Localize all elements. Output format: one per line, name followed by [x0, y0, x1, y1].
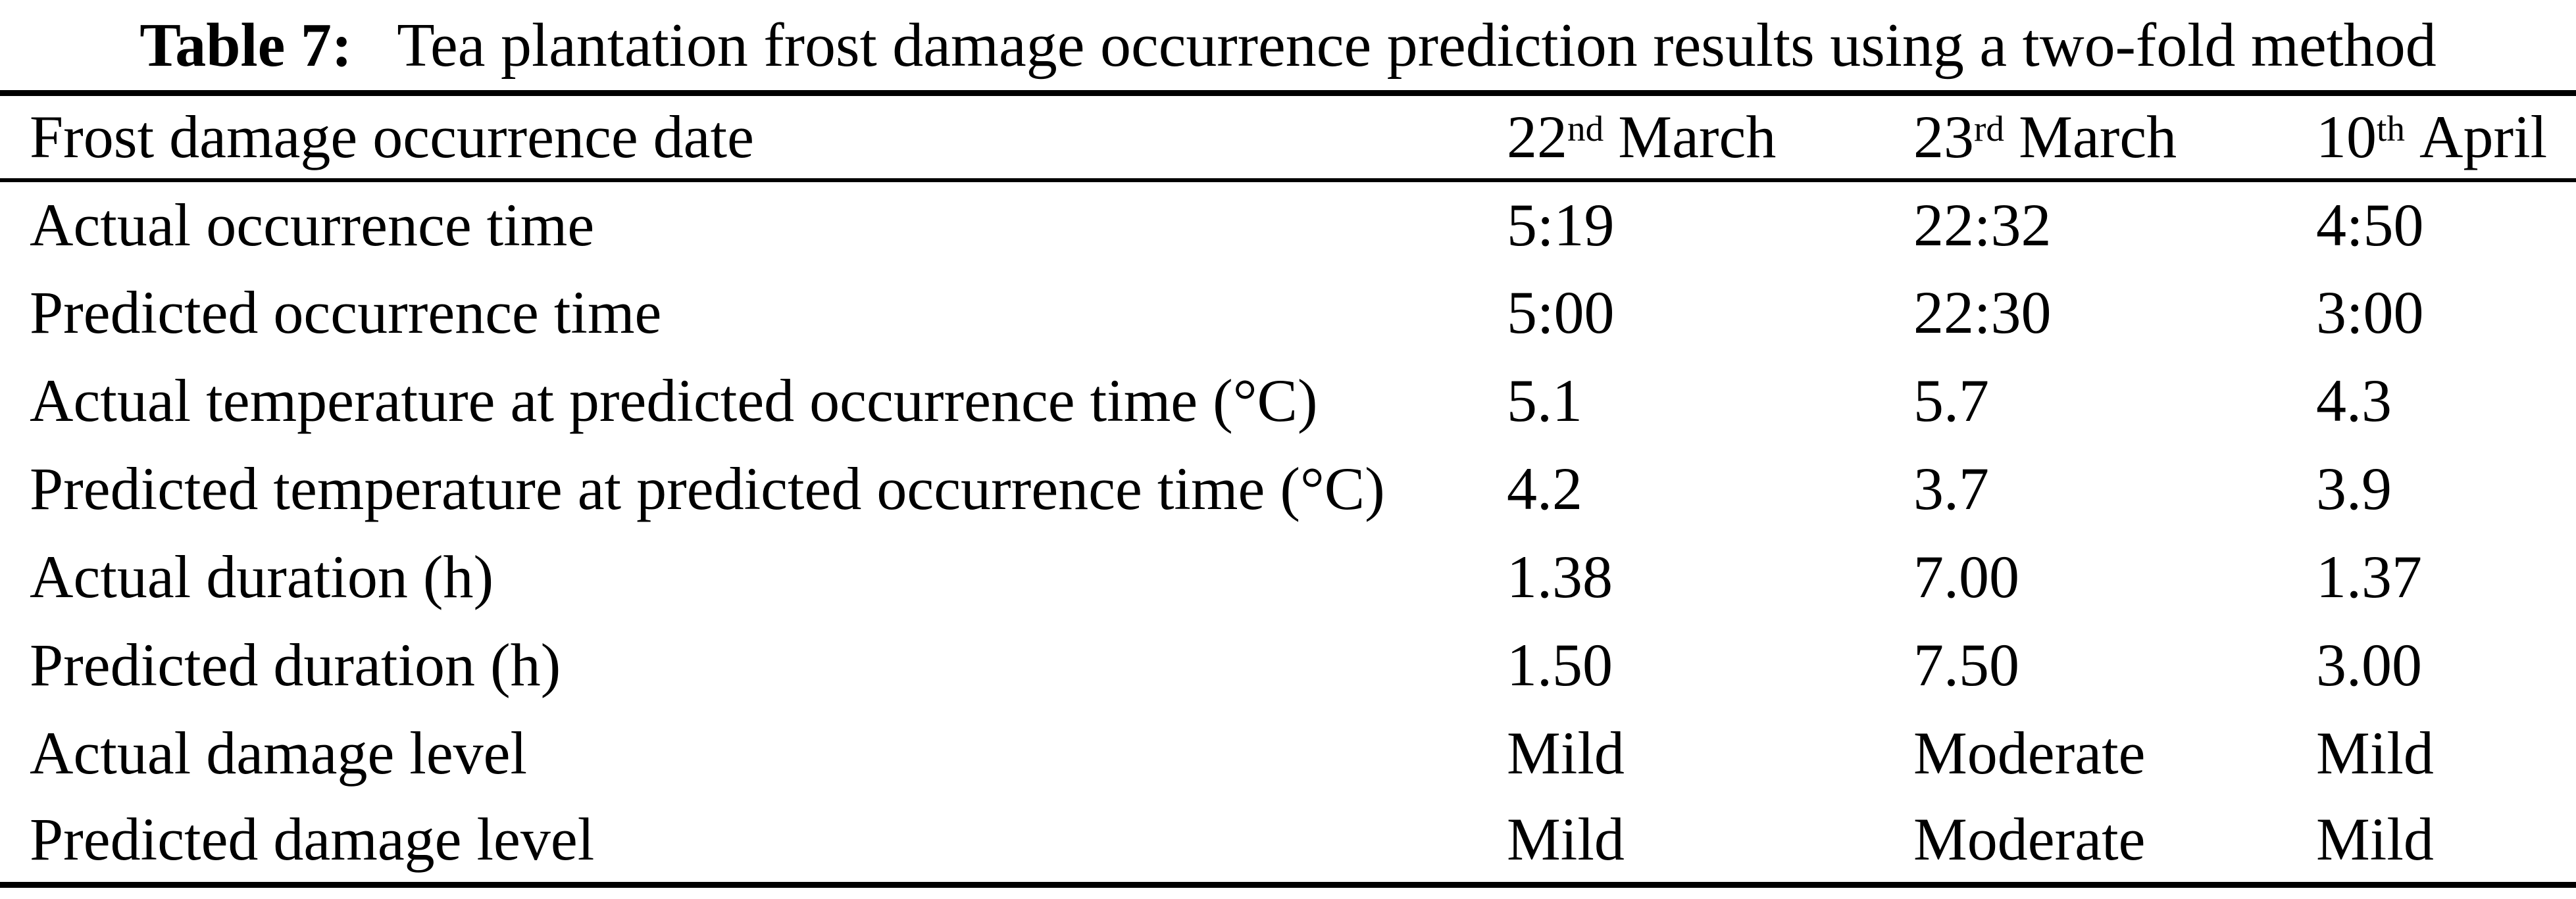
cell-value: 7.00 [1913, 543, 2019, 610]
column-header-month: April [2419, 103, 2548, 171]
cell-value: 3.00 [2316, 631, 2422, 698]
cell-value: 3.7 [1913, 454, 1989, 522]
row-label: Actual temperature at predicted occurren… [30, 366, 1318, 434]
column-header-day: 10 [2316, 103, 2377, 171]
cell-value: Moderate [1913, 719, 2146, 787]
table-row: Actual damage level Mild Moderate Mild [0, 709, 2576, 797]
row-label: Actual duration (h) [30, 543, 494, 610]
row-label: Predicted duration (h) [30, 631, 561, 698]
column-header-ordinal: th [2377, 109, 2405, 149]
cell-value: 5:00 [1507, 278, 1615, 346]
cell-value: 5.7 [1913, 366, 1989, 434]
header-row-label: Frost damage occurrence date [30, 103, 754, 171]
cell-value: 3.9 [2316, 454, 2392, 522]
cell-value: 4.3 [2316, 366, 2392, 434]
cell-value: 3:00 [2316, 278, 2424, 346]
cell-value: 1.37 [2316, 543, 2422, 610]
cell-value: 4.2 [1507, 454, 1582, 522]
table-row: Actual occurrence time 5:19 22:32 4:50 [0, 180, 2576, 268]
column-header-ordinal: nd [1567, 109, 1604, 149]
column-header-day: 22 [1507, 103, 1567, 171]
column-header-date-3: 10th April [2316, 93, 2576, 180]
column-header-day: 23 [1913, 103, 1974, 171]
column-header-date-2: 23rd March [1913, 93, 2316, 180]
row-label: Predicted temperature at predicted occur… [30, 454, 1385, 522]
cell-value: 1.50 [1507, 631, 1613, 698]
row-label: Predicted damage level [30, 806, 595, 873]
column-header-ordinal: rd [1974, 109, 2004, 149]
cell-value: 7.50 [1913, 631, 2019, 698]
cell-value: 22:30 [1913, 278, 2052, 346]
cell-value: 22:32 [1913, 191, 2052, 258]
table-row: Actual temperature at predicted occurren… [0, 356, 2576, 445]
cell-value: Mild [1507, 806, 1625, 873]
table-caption-label: Table 7: [139, 11, 353, 80]
table-row: Predicted damage level Mild Moderate Mil… [0, 797, 2576, 885]
cell-value: Moderate [1913, 806, 2146, 873]
results-table: Frost damage occurrence date 22nd March 2… [0, 90, 2576, 888]
table-caption-text: Tea plantation frost damage occurrence p… [397, 11, 2437, 80]
cell-value: 5:19 [1507, 191, 1615, 258]
cell-value: Mild [2316, 806, 2434, 873]
table-row: Predicted temperature at predicted occur… [0, 445, 2576, 533]
row-label: Predicted occurrence time [30, 278, 662, 346]
cell-value: 4:50 [2316, 191, 2424, 258]
cell-value: 1.38 [1507, 543, 1613, 610]
row-label: Actual occurrence time [30, 191, 595, 258]
column-header-month: March [2019, 103, 2177, 171]
cell-value: Mild [1507, 719, 1625, 787]
table-row: Actual duration (h) 1.38 7.00 1.37 [0, 533, 2576, 621]
column-header-date-1: 22nd March [1507, 93, 1913, 180]
table-header-row: Frost damage occurrence date 22nd March 2… [0, 93, 2576, 180]
table-row: Predicted occurrence time 5:00 22:30 3:0… [0, 268, 2576, 356]
column-header-month: March [1618, 103, 1777, 171]
table-row: Predicted duration (h) 1.50 7.50 3.00 [0, 621, 2576, 709]
row-label: Actual damage level [30, 719, 528, 787]
cell-value: Mild [2316, 719, 2434, 787]
table-caption: Table 7: Tea plantation frost damage occ… [0, 0, 2576, 90]
cell-value: 5.1 [1507, 366, 1582, 434]
